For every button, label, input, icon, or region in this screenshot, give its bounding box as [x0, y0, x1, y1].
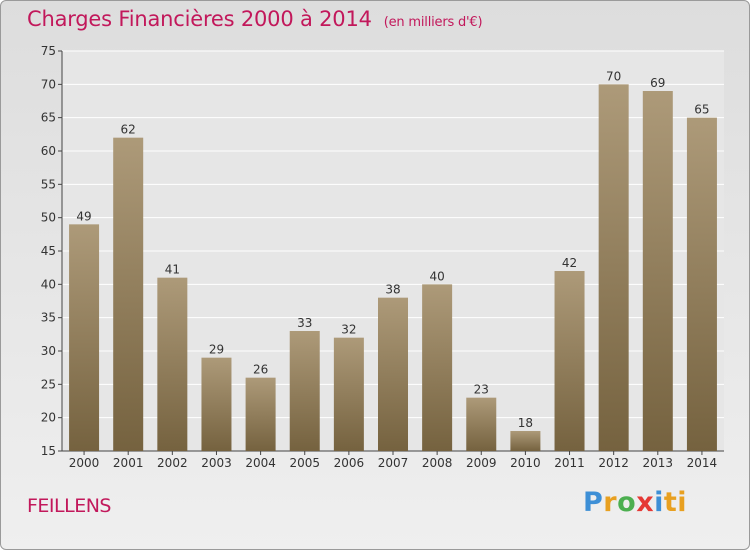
x-tick-label: 2010 [510, 456, 541, 470]
data-label: 70 [606, 69, 621, 83]
y-tick-label: 65 [41, 111, 56, 125]
data-label: 18 [518, 416, 533, 430]
bar [422, 284, 453, 451]
y-tick-label: 20 [41, 411, 56, 425]
bar [378, 297, 408, 451]
chart-title-unit: (en milliers d'€) [383, 15, 483, 30]
x-tick-label: 2002 [157, 456, 188, 470]
x-tick-label: 2007 [378, 456, 409, 470]
data-label: 49 [76, 209, 91, 223]
x-tick-label: 2001 [113, 456, 144, 470]
logo-letter: x [636, 487, 655, 518]
bar [598, 84, 629, 451]
chart-title: Charges Financières 2000 à 2014 (en milli… [27, 7, 483, 31]
y-tick-label: 15 [41, 444, 56, 458]
logo-letter: o [617, 487, 637, 518]
data-label: 41 [165, 263, 180, 277]
data-label: 40 [429, 269, 444, 283]
x-tick-label: 2004 [245, 456, 276, 470]
bar [157, 277, 188, 451]
y-tick-label: 70 [41, 77, 56, 91]
proxiti-logo: Proxiti [583, 487, 687, 518]
x-tick-label: 2008 [422, 456, 453, 470]
data-label: 42 [562, 256, 577, 270]
y-tick-label: 50 [41, 211, 56, 225]
y-tick-label: 35 [41, 311, 56, 325]
y-tick-label: 30 [41, 344, 56, 358]
data-label: 29 [209, 343, 224, 357]
x-tick-label: 2013 [643, 456, 674, 470]
y-tick-label: 55 [41, 177, 56, 191]
bar [510, 431, 541, 451]
data-label: 69 [650, 76, 665, 90]
x-tick-label: 2005 [289, 456, 320, 470]
x-tick-label: 2009 [466, 456, 497, 470]
bar [289, 331, 320, 451]
bar [333, 337, 364, 451]
y-tick-label: 40 [41, 277, 56, 291]
bar [686, 117, 717, 452]
x-tick-label: 2003 [201, 456, 232, 470]
data-label: 26 [253, 363, 268, 377]
x-tick-label: 2012 [598, 456, 629, 470]
bar [466, 397, 497, 451]
bar [201, 357, 232, 451]
x-tick-label: 2011 [554, 456, 585, 470]
data-label: 62 [121, 123, 136, 137]
data-label: 23 [474, 383, 489, 397]
chart-title-main: Charges Financières 2000 à 2014 [27, 7, 372, 31]
data-label: 38 [385, 283, 400, 297]
data-label: 33 [297, 316, 312, 330]
bar [245, 377, 276, 451]
logo-letter: r [603, 487, 618, 518]
bar [642, 91, 673, 451]
x-tick-label: 2014 [687, 456, 718, 470]
x-tick-label: 2000 [69, 456, 100, 470]
y-tick-label: 25 [41, 377, 56, 391]
logo-letter: P [583, 487, 604, 518]
bar [113, 137, 144, 451]
y-tick-label: 75 [41, 44, 56, 58]
commune-name: FEILLENS [27, 495, 112, 517]
logo-letter: ti [663, 487, 688, 518]
bar [69, 224, 100, 451]
y-tick-label: 60 [41, 144, 56, 158]
y-tick-label: 45 [41, 244, 56, 258]
data-label: 65 [694, 103, 709, 117]
bar [554, 271, 585, 451]
x-tick-label: 2006 [334, 456, 365, 470]
data-label: 32 [341, 323, 356, 337]
logo-letter: i [654, 487, 664, 518]
